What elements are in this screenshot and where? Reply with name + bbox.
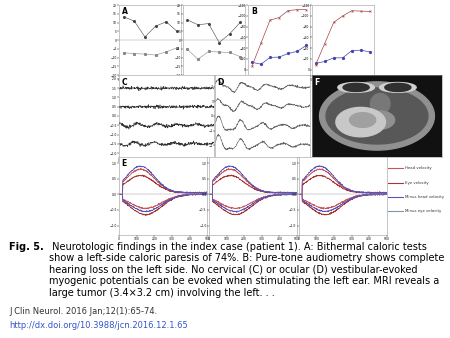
Polygon shape — [385, 83, 411, 92]
Text: J Clin Neurol. 2016 Jan;12(1):65-74.: J Clin Neurol. 2016 Jan;12(1):65-74. — [9, 307, 157, 316]
Text: Minus head velocity: Minus head velocity — [405, 195, 444, 199]
Polygon shape — [366, 111, 395, 129]
Text: Neurotologic findings in the index case (patient 1). A: Bithermal caloric tests : Neurotologic findings in the index case … — [49, 242, 444, 298]
Polygon shape — [380, 82, 416, 92]
Polygon shape — [370, 94, 390, 114]
Text: E: E — [121, 159, 126, 168]
Text: Eye velocity: Eye velocity — [405, 180, 428, 185]
Polygon shape — [350, 113, 376, 127]
Polygon shape — [343, 83, 369, 92]
Polygon shape — [320, 82, 434, 150]
Polygon shape — [338, 82, 374, 92]
Text: B: B — [251, 7, 257, 16]
Text: A: A — [122, 7, 128, 16]
Text: Minus eye velocity: Minus eye velocity — [405, 209, 441, 213]
Text: C: C — [121, 78, 127, 87]
Text: Fig. 5.: Fig. 5. — [9, 242, 44, 252]
Text: D: D — [217, 78, 224, 87]
Text: Head velocity: Head velocity — [405, 167, 432, 170]
Text: http://dx.doi.org/10.3988/jcn.2016.12.1.65: http://dx.doi.org/10.3988/jcn.2016.12.1.… — [9, 321, 188, 330]
Text: F: F — [315, 78, 319, 87]
Polygon shape — [326, 88, 428, 144]
Polygon shape — [336, 107, 386, 137]
